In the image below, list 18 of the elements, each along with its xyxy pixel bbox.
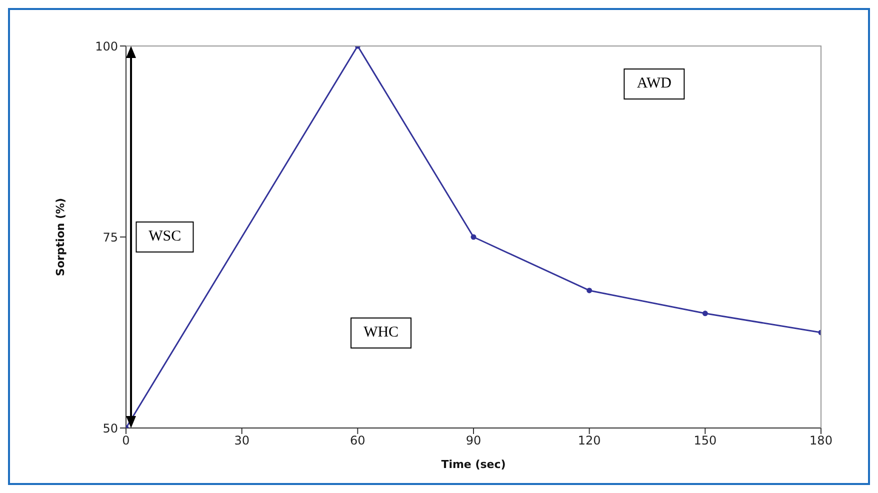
x-tick-label: 120 xyxy=(578,434,601,448)
point xyxy=(702,310,708,316)
annotation: WHC xyxy=(350,317,412,348)
point xyxy=(586,288,592,294)
y-tick-label: 75 xyxy=(102,230,118,244)
annotation: AWD xyxy=(624,68,684,100)
x-tick-label: 30 xyxy=(234,434,250,448)
y-axis-title: Sorption (%) xyxy=(54,198,67,276)
x-tick-label: 150 xyxy=(694,434,717,448)
point xyxy=(470,234,476,240)
x-tick-label: 60 xyxy=(350,434,366,448)
annotation: WSC xyxy=(136,222,194,252)
y-tick-label: 50 xyxy=(102,421,118,436)
x-tick-label: 180 xyxy=(810,434,832,448)
x-tick-label: 0 xyxy=(122,434,130,448)
x-tick-label: 90 xyxy=(466,434,482,448)
x-axis-title: Time (sec) xyxy=(441,458,506,471)
y-tick-label: 100 xyxy=(95,39,118,54)
